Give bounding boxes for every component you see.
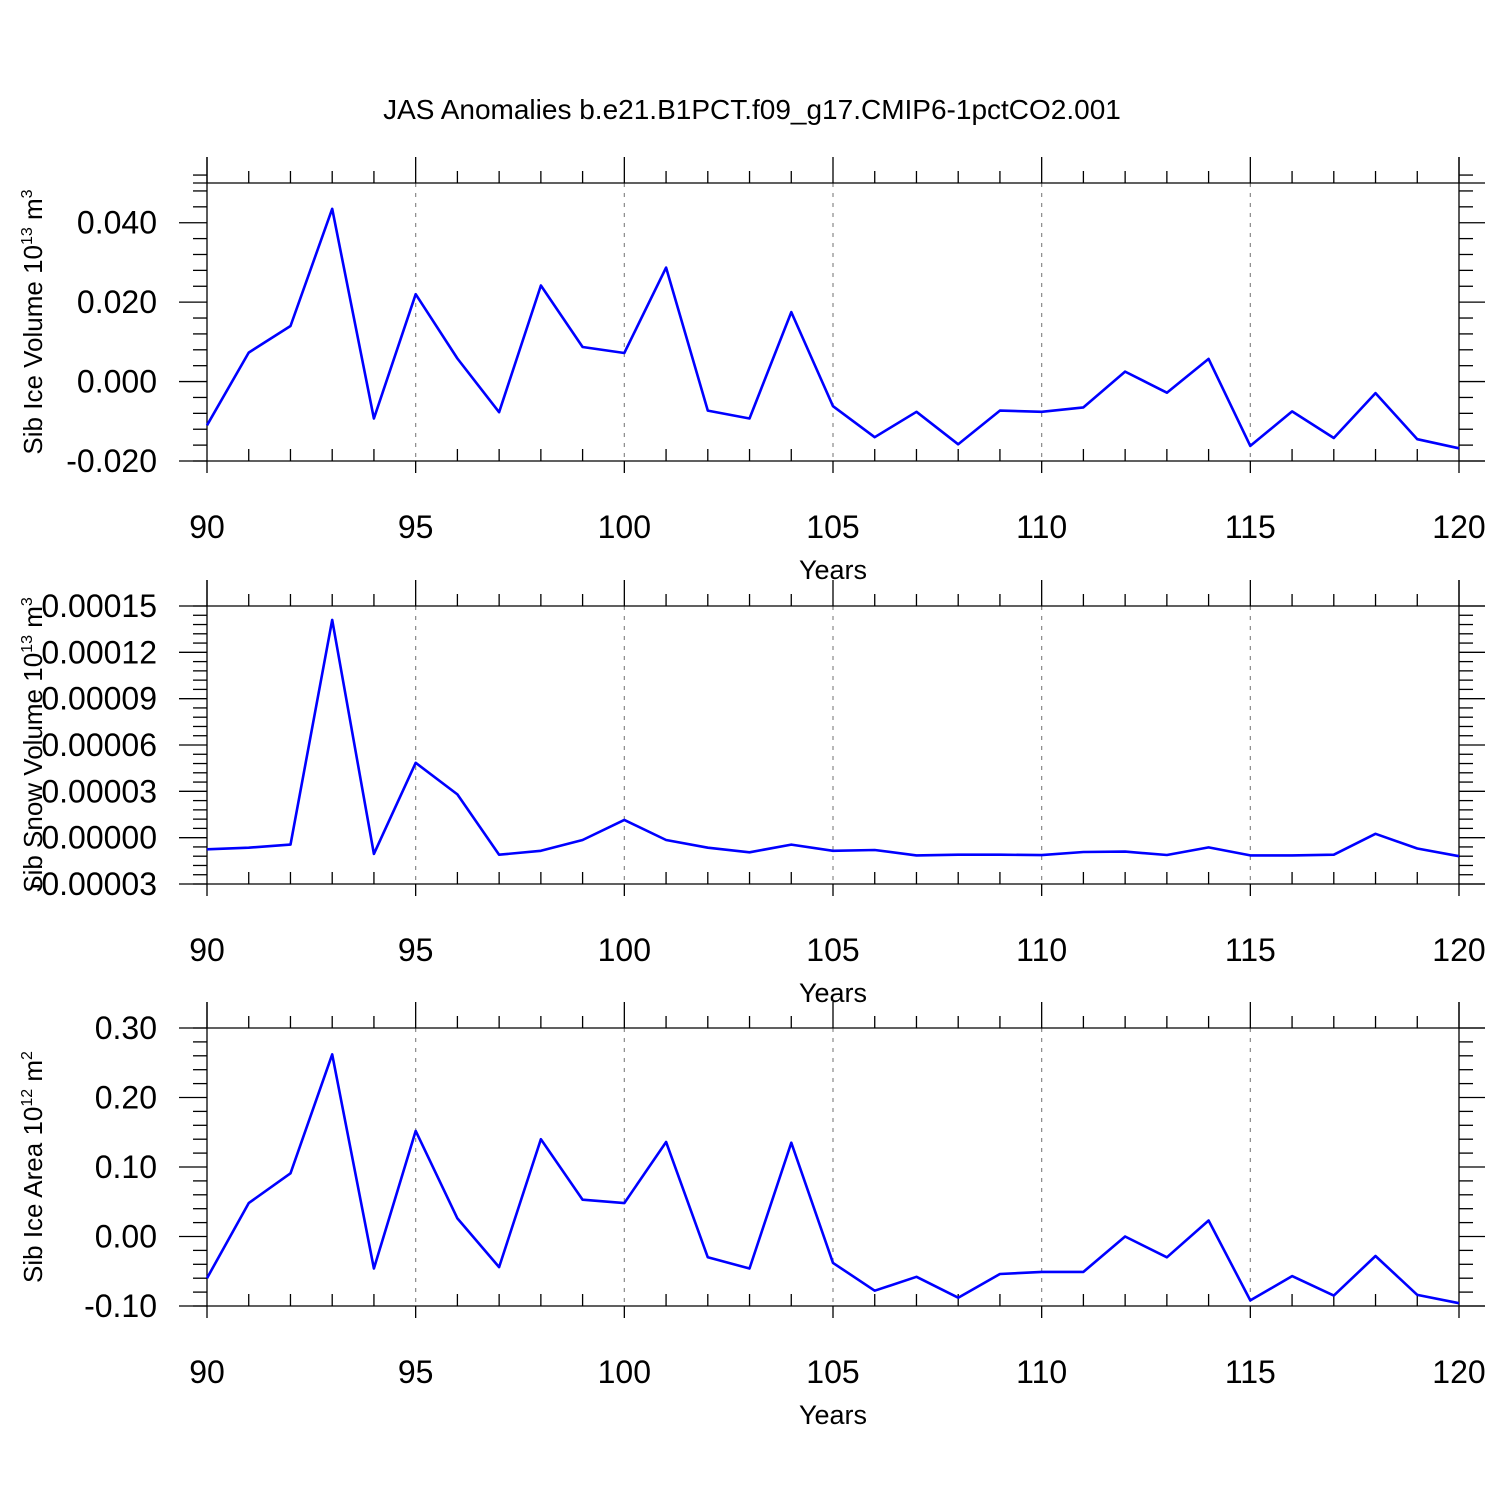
series-line: [205, 207, 1460, 450]
y-axis-label-superscript: 3: [19, 189, 36, 198]
y-axis-label: Sib Ice Volume 1013 m3: [18, 189, 48, 454]
y-axis-label: Sib Ice Area 1012 m2: [18, 1051, 48, 1283]
x-tick-label: 105: [806, 932, 859, 968]
x-tick-label: 95: [398, 509, 434, 545]
x-tick-label: 90: [189, 509, 225, 545]
x-tick-label: 115: [1225, 932, 1276, 968]
x-tick-label: 115: [1225, 509, 1276, 545]
panel-2: -0.00003 0.00000 0.00003 0.00006 0.00009 0.00…: [18, 580, 1486, 1008]
x-tick-label: 110: [1016, 1354, 1067, 1390]
y-tick-label: 0.00015: [41, 588, 157, 624]
y-tick-label: 0.00009: [41, 681, 157, 717]
x-tick-label: 100: [598, 509, 651, 545]
y-axis-label-part: Sib Ice Volume 10: [18, 245, 48, 455]
x-tick-label: 110: [1016, 509, 1067, 545]
y-axis-label-part: m: [18, 606, 48, 635]
x-tick-label: 105: [806, 1354, 859, 1390]
y-axis-label-part: m: [18, 1060, 48, 1089]
y-axis-label-superscript: 13: [19, 635, 36, 653]
series-line: [205, 1053, 1460, 1305]
y-tick-label: 0.30: [95, 1010, 157, 1046]
y-tick-label: 0.10: [95, 1149, 157, 1185]
x-tick-label: 95: [398, 1354, 434, 1390]
x-tick-label: 105: [806, 509, 859, 545]
x-tick-label: 115: [1225, 1354, 1276, 1390]
y-axis-label-superscript: 2: [19, 1051, 36, 1060]
y-tick-label: 0.20: [95, 1080, 157, 1116]
y-axis-label-superscript: 12: [19, 1089, 36, 1107]
y-tick-label: 0.020: [77, 284, 157, 320]
x-axis-label: Years: [799, 1400, 867, 1430]
x-tick-label: 110: [1016, 932, 1067, 968]
x-tick-label: 90: [189, 1354, 225, 1390]
y-axis-label-superscript: 3: [19, 597, 36, 606]
chart-title: JAS Anomalies b.e21.B1PCT.f09_g17.CMIP6-…: [383, 94, 1121, 125]
y-tick-label: 0.00: [95, 1219, 157, 1255]
panel-1: -0.020 0.000 0.020 0.040 90 95 100 105 110 115 120…: [18, 157, 1486, 585]
y-tick-label: -0.020: [66, 443, 157, 479]
y-axis-label-part: m: [18, 198, 48, 227]
y-tick-label: 0.00003: [41, 773, 157, 809]
series-line: [206, 618, 1460, 858]
x-tick-label: 120: [1432, 932, 1485, 968]
x-tick-label: 100: [598, 932, 651, 968]
panel-3: -0.10 0.00 0.10 0.20 0.30 90 95 100 105 110 115 120…: [18, 1002, 1486, 1430]
x-tick-label: 120: [1432, 1354, 1485, 1390]
y-tick-label: 0.00000: [41, 820, 157, 856]
y-tick-label: -0.00003: [31, 866, 157, 902]
y-tick-label: 0.040: [77, 205, 157, 241]
y-axis-label-part: Sib Ice Area 10: [18, 1107, 48, 1283]
x-tick-label: 90: [189, 932, 225, 968]
y-tick-label: 0.00006: [41, 727, 157, 763]
y-tick-label: 0.00012: [41, 634, 157, 670]
y-axis-label: Sib Snow Volume 1013 m3: [18, 597, 48, 893]
y-tick-label: 0.000: [77, 364, 157, 400]
y-tick-label: -0.10: [84, 1288, 157, 1324]
x-tick-label: 120: [1432, 509, 1485, 545]
x-tick-label: 95: [398, 932, 434, 968]
y-axis-label-part: Sib Snow Volume 10: [18, 653, 48, 893]
y-axis-label-superscript: 13: [19, 227, 36, 245]
x-tick-label: 100: [598, 1354, 651, 1390]
